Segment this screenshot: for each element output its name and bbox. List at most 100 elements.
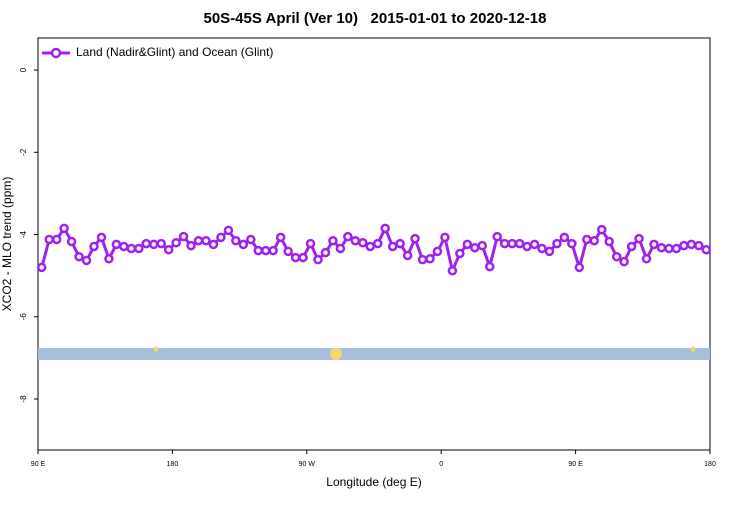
data-point xyxy=(134,243,144,254)
data-point xyxy=(163,245,174,255)
data-point xyxy=(567,238,577,249)
y-tick-label: -6 xyxy=(19,313,28,321)
data-point xyxy=(484,261,495,272)
data-point xyxy=(268,245,278,256)
data-point xyxy=(574,262,585,273)
data-point xyxy=(679,240,689,251)
data-point xyxy=(275,232,286,243)
data-point xyxy=(537,243,547,254)
data-point xyxy=(619,256,629,267)
data-point xyxy=(372,238,383,249)
data-point xyxy=(589,235,600,246)
data-point xyxy=(358,238,368,248)
data-point xyxy=(44,234,54,245)
data-point xyxy=(410,233,420,244)
x-axis-label: Longitude (deg E) xyxy=(326,475,421,489)
data-point xyxy=(664,243,674,254)
x-tick-label: 90 E xyxy=(31,461,46,468)
data-point xyxy=(686,239,697,250)
y-tick-label: -2 xyxy=(19,148,28,156)
data-point xyxy=(582,234,592,245)
data-point xyxy=(178,231,189,242)
data-point xyxy=(343,231,353,242)
data-point xyxy=(320,247,331,258)
data-point xyxy=(440,232,450,243)
data-point xyxy=(260,245,271,256)
data-point xyxy=(231,235,241,246)
data-point xyxy=(208,239,219,250)
data-point xyxy=(365,241,376,252)
x-tick-label: 90 E xyxy=(568,461,583,468)
data-point xyxy=(156,238,166,249)
data-point xyxy=(89,241,99,252)
data-point xyxy=(656,242,667,253)
data-point xyxy=(552,238,562,249)
data-point xyxy=(596,224,607,235)
data-point xyxy=(649,239,659,250)
data-point xyxy=(328,235,338,246)
coverage-dot xyxy=(330,348,342,360)
data-point xyxy=(694,240,704,251)
data-point xyxy=(470,242,480,253)
data-point xyxy=(238,239,249,250)
data-point xyxy=(522,241,532,252)
data-point xyxy=(216,232,226,243)
data-point xyxy=(186,240,196,251)
data-point xyxy=(290,252,301,263)
data-point xyxy=(74,251,84,262)
coverage-band xyxy=(38,348,710,360)
data-point xyxy=(96,232,107,243)
data-point xyxy=(59,223,69,234)
data-point xyxy=(455,248,465,259)
data-point xyxy=(253,245,264,256)
data-point xyxy=(193,235,204,246)
data-point xyxy=(350,235,361,246)
data-point xyxy=(126,243,137,254)
y-tick-label: 0 xyxy=(19,67,28,72)
data-point xyxy=(171,238,181,248)
data-point xyxy=(305,238,316,249)
data-point xyxy=(611,251,622,262)
data-point xyxy=(119,241,129,252)
data-point xyxy=(544,246,555,257)
legend-marker xyxy=(50,47,62,59)
data-point xyxy=(701,245,712,255)
data-point xyxy=(417,254,428,265)
x-tick-label: 180 xyxy=(167,461,179,468)
data-point xyxy=(283,246,293,257)
data-point xyxy=(641,254,652,264)
data-point xyxy=(66,236,77,247)
data-point xyxy=(335,243,346,254)
data-point xyxy=(507,238,517,249)
data-point xyxy=(462,239,473,250)
data-point xyxy=(104,254,114,264)
y-tick-label: -4 xyxy=(19,230,28,238)
data-point xyxy=(148,239,159,250)
data-point xyxy=(425,254,435,264)
coverage-dot xyxy=(690,346,696,352)
data-point xyxy=(559,232,570,243)
data-point xyxy=(111,239,122,250)
legend-label: Land (Nadir&Glint) and Ocean (Glint) xyxy=(76,45,273,59)
coverage-dot xyxy=(153,346,159,352)
chart-title: 50S-45S April (Ver 10) 2015-01-01 to 202… xyxy=(204,10,547,27)
data-point xyxy=(514,238,525,249)
data-point xyxy=(387,241,398,252)
data-point xyxy=(313,254,323,265)
data-point xyxy=(201,235,211,246)
data-point xyxy=(432,246,443,257)
data-point xyxy=(81,255,92,266)
data-point xyxy=(447,265,458,276)
y-tick-label: -8 xyxy=(19,395,28,403)
data-point xyxy=(529,239,540,250)
data-point xyxy=(626,241,637,252)
data-point xyxy=(671,243,682,254)
data-point xyxy=(246,234,256,245)
data-point xyxy=(51,234,62,245)
plot-frame xyxy=(37,37,711,451)
x-tick-label: 180 xyxy=(704,461,716,468)
data-point xyxy=(223,225,234,236)
data-point xyxy=(36,262,47,273)
data-point xyxy=(141,238,152,249)
